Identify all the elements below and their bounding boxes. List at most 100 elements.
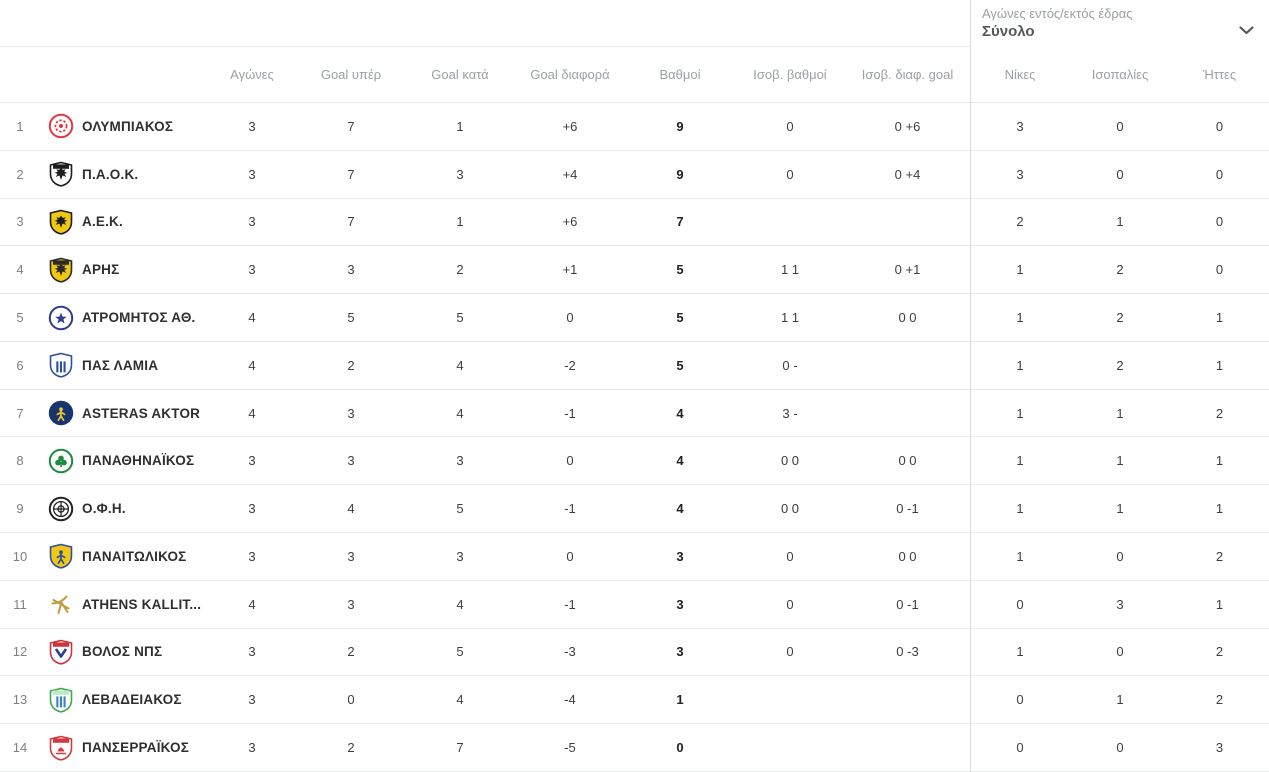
team-name[interactable]: ΑΤΡΟΜΗΤΟΣ ΑΘ. <box>82 310 196 326</box>
stat-tb_gd: 0 0 <box>898 548 917 564</box>
standings-table-body: 1 ΟΛΥΜΠΙΑΚΟΣ 3 7 1 +6 9 0 0 +6 3 0 0 2 Π.Α.Ο.Κ. 3 7 3 +4 9… <box>0 103 1269 772</box>
table-row[interactable]: 1 ΟΛΥΜΠΙΑΚΟΣ 3 7 1 +6 9 0 0 +6 3 0 0 <box>0 103 1269 151</box>
stat-losses: 2 <box>1215 644 1224 660</box>
table-row[interactable]: 7 ASTERAS AKTOR 4 3 4 -1 4 3 - 1 1 2 <box>0 389 1269 438</box>
team-name[interactable]: ΠΑΣ ΛΑΜΙΑ <box>82 357 159 373</box>
stat-losses: 1 <box>1215 310 1224 326</box>
stat-tb_points: 1 1 <box>780 310 800 326</box>
atromitos-logo <box>40 305 82 331</box>
stat-gf: 3 <box>347 453 355 469</box>
table-row[interactable]: 4 ΑΡΗΣ 3 3 2 +1 5 1 1 0 +1 1 2 0 <box>0 246 1269 295</box>
team-name[interactable]: ΠΑΝΑΘΗΝΑΪΚΟΣ <box>82 453 195 469</box>
team-name[interactable]: ATHENS KALLIT... <box>82 596 202 612</box>
stat-wins: 0 <box>1016 596 1024 612</box>
rank-number: 6 <box>16 357 24 373</box>
team-name[interactable]: ΛΕΒΑΔΕΙΑΚΟΣ <box>82 692 182 708</box>
stat-ga: 4 <box>456 405 464 421</box>
stat-gd: -1 <box>564 501 576 517</box>
team-name[interactable]: ΟΛΥΜΠΙΑΚΟΣ <box>82 118 174 134</box>
stat-losses: 1 <box>1215 357 1224 373</box>
stat-tb_gd: 0 +4 <box>894 166 921 182</box>
rank-number: 5 <box>16 310 24 326</box>
stat-ga: 4 <box>456 357 464 373</box>
stat-games: 3 <box>248 262 256 278</box>
stat-gd: -4 <box>564 692 576 708</box>
column-header-tb_gd: Ισοβ. διαφ. goal <box>861 67 954 82</box>
olympiacos-logo <box>40 113 82 139</box>
venue-filter-dropdown[interactable]: Αγώνες εντός/εκτός έδρας Σύνολο <box>970 0 1269 47</box>
stat-losses: 3 <box>1215 740 1224 756</box>
stat-gd: 0 <box>566 548 574 564</box>
stat-tb_gd: 0 +6 <box>894 118 921 134</box>
table-row[interactable]: 9 Ο.Φ.Η. 3 4 5 -1 4 0 0 0 -1 1 1 1 <box>0 485 1269 534</box>
aek-logo <box>40 209 82 235</box>
table-row[interactable]: 5 ΑΤΡΟΜΗΤΟΣ ΑΘ. 4 5 5 0 5 1 1 0 0 1 2 1 <box>0 294 1269 342</box>
team-name[interactable]: Α.Ε.Κ. <box>82 214 123 230</box>
stat-draws: 0 <box>1116 740 1124 756</box>
stat-draws: 0 <box>1116 548 1124 564</box>
stat-points: 5 <box>676 310 684 326</box>
stat-tb_points: 1 1 <box>780 262 800 278</box>
table-row[interactable]: 3 Α.Ε.Κ. 3 7 1 +6 7 2 1 0 <box>0 198 1269 247</box>
stat-tb_points: 0 0 <box>780 453 800 469</box>
stat-points: 7 <box>676 214 684 230</box>
stat-tb_points: 0 0 <box>780 501 800 517</box>
stat-gd: +6 <box>562 214 578 230</box>
team-name[interactable]: ΠΑΝΣΕΡΡΑΪΚΟΣ <box>82 740 189 756</box>
stat-gd: +6 <box>562 118 578 134</box>
stat-wins: 0 <box>1016 740 1024 756</box>
table-row[interactable]: 6 ΠΑΣ ΛΑΜΙΑ 4 2 4 -2 5 0 - 1 2 1 <box>0 341 1269 390</box>
team-name[interactable]: ΒΟΛΟΣ ΝΠΣ <box>82 644 163 660</box>
team-name[interactable]: Ο.Φ.Η. <box>82 501 126 517</box>
ofi-logo <box>40 496 82 522</box>
panaitolikos-logo <box>40 543 82 570</box>
table-row[interactable]: 11 ATHENS KALLIT... 4 3 4 -1 3 0 0 -1 0 3 1 <box>0 580 1269 629</box>
stat-tb_gd: 0 +1 <box>894 262 921 278</box>
stat-draws: 0 <box>1116 118 1124 134</box>
stat-ga: 4 <box>456 596 464 612</box>
team-name[interactable]: ΠΑΝΑΙΤΩΛΙΚΟΣ <box>82 548 187 564</box>
stat-gf: 7 <box>347 166 355 182</box>
stat-tb_points: 0 <box>786 548 794 564</box>
stat-games: 3 <box>248 214 256 230</box>
section-divider <box>970 0 971 772</box>
team-name[interactable]: ASTERAS AKTOR <box>82 405 201 421</box>
table-row[interactable]: 2 Π.Α.Ο.Κ. 3 7 3 +4 9 0 0 +4 3 0 0 <box>0 150 1269 199</box>
table-row[interactable]: 13 ΛΕΒΑΔΕΙΑΚΟΣ 3 0 4 -4 1 0 1 2 <box>0 676 1269 725</box>
table-row[interactable]: 8 ΠΑΝΑΘΗΝΑΪΚΟΣ 3 3 3 0 4 0 0 0 0 1 1 1 <box>0 437 1269 486</box>
column-header-draws: Ισοπαλίες <box>1091 67 1149 82</box>
stat-games: 4 <box>248 310 256 326</box>
table-row[interactable]: 12 ΒΟΛΟΣ ΝΠΣ 3 2 5 -3 3 0 0 -3 1 0 2 <box>0 628 1269 677</box>
stat-wins: 2 <box>1016 214 1024 230</box>
stat-wins: 1 <box>1016 501 1024 517</box>
column-header-wins: Νίκες <box>1004 67 1036 82</box>
rank-number: 7 <box>16 405 24 421</box>
stat-wins: 1 <box>1016 262 1024 278</box>
venue-filter-label: Αγώνες εντός/εκτός έδρας <box>982 6 1133 21</box>
stat-gd: 0 <box>566 453 574 469</box>
stat-games: 3 <box>248 166 256 182</box>
stat-draws: 1 <box>1116 214 1124 230</box>
stat-tb_gd: 0 -3 <box>896 644 919 660</box>
stat-losses: 2 <box>1215 405 1224 421</box>
stat-draws: 2 <box>1116 310 1124 326</box>
stat-gf: 7 <box>347 118 355 134</box>
team-name[interactable]: ΑΡΗΣ <box>82 262 120 278</box>
stat-ga: 5 <box>456 644 464 660</box>
stat-draws: 1 <box>1116 453 1124 469</box>
team-name[interactable]: Π.Α.Ο.Κ. <box>82 166 139 182</box>
stat-gf: 3 <box>347 596 355 612</box>
stat-wins: 1 <box>1016 453 1024 469</box>
stat-tb_points: 0 <box>786 166 794 182</box>
stat-tb_points: 0 - <box>782 357 798 373</box>
stat-wins: 1 <box>1016 310 1024 326</box>
column-header-ga: Goal κατά <box>431 67 489 82</box>
stat-games: 3 <box>248 548 256 564</box>
rank-number: 8 <box>16 453 24 469</box>
stat-gf: 2 <box>347 644 355 660</box>
stat-games: 3 <box>248 118 256 134</box>
stat-wins: 1 <box>1016 548 1024 564</box>
table-row[interactable]: 14 ΠΑΝΣΕΡΡΑΪΚΟΣ 3 2 7 -5 0 0 0 3 <box>0 724 1269 772</box>
stat-wins: 3 <box>1016 118 1024 134</box>
